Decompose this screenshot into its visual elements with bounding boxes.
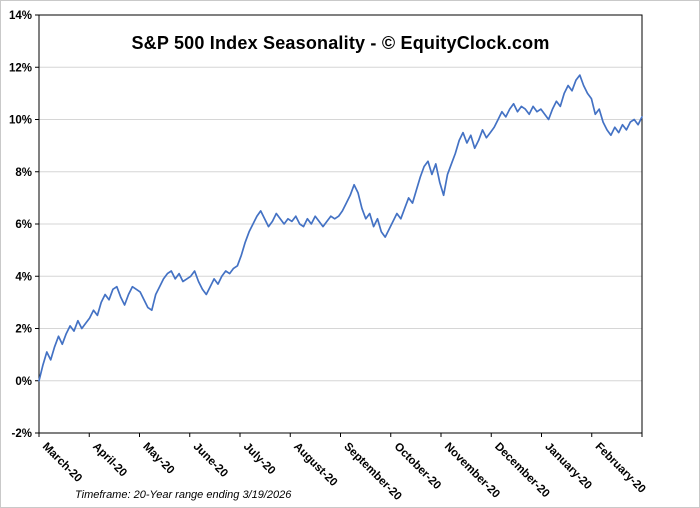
chart-title: S&P 500 Index Seasonality - © EquityCloc…	[131, 33, 550, 53]
y-tick-label: -2%	[12, 428, 32, 440]
x-tick-label: June-20	[191, 441, 230, 480]
y-tick-label: 6%	[15, 219, 32, 231]
x-tick-label: April-20	[90, 441, 129, 480]
y-tick-label: 10%	[9, 115, 32, 127]
y-tick-label: 4%	[15, 271, 32, 283]
y-tick-label: 2%	[15, 324, 32, 336]
x-tick-label: January-20	[542, 441, 593, 492]
chart-footnote: Timeframe: 20-Year range ending 3/19/202…	[75, 489, 292, 501]
x-tick-label: July-20	[241, 441, 278, 478]
plot-border	[38, 14, 643, 434]
y-tick-label: 14%	[9, 10, 32, 22]
series-line	[38, 74, 643, 382]
y-tick-label: 0%	[15, 376, 32, 388]
x-tick-label: August-20	[291, 441, 339, 489]
y-tick-label: 8%	[15, 167, 32, 179]
x-tick-label: February-20	[593, 441, 648, 496]
x-tick-label: May-20	[140, 441, 176, 477]
x-tick-label: October-20	[392, 441, 443, 492]
y-tick-label: 12%	[9, 62, 32, 74]
x-tick-label: March-20	[40, 441, 84, 485]
